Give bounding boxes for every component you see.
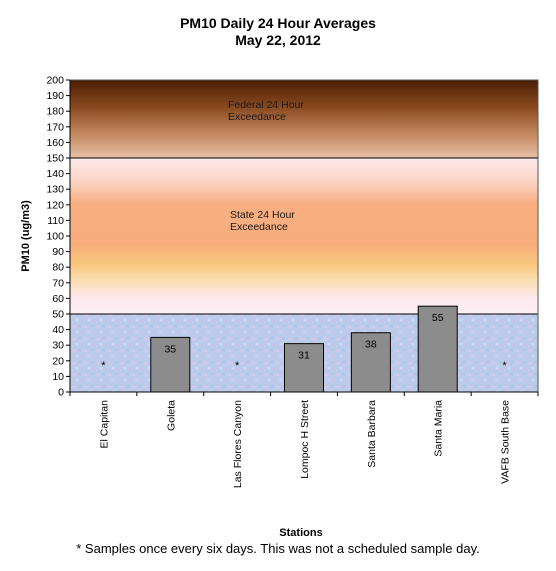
x-axis-title: Stations (279, 527, 322, 539)
no-sample-marker: * (101, 360, 106, 372)
bar-santa-barbara (350, 332, 391, 393)
bar-value-label: 31 (298, 350, 310, 362)
y-tick-label: 110 (47, 215, 64, 227)
y-tick-label: 180 (46, 106, 64, 118)
y-tick-label: 100 (46, 231, 64, 243)
y-tick-label: 140 (46, 168, 64, 180)
chart-title: PM10 Daily 24 Hour Averages (180, 15, 376, 31)
bar-lompoc-h-street (284, 343, 324, 393)
y-tick-label: 90 (52, 246, 64, 258)
bar-value-label: 35 (164, 343, 176, 355)
y-tick-label: 170 (46, 121, 64, 133)
y-tick-label: 130 (46, 184, 64, 196)
y-tick-label: 150 (46, 153, 64, 165)
y-tick-label: 80 (52, 262, 64, 274)
state-exceedance-label: State 24 Hour Exceedance (230, 209, 295, 233)
footnote: * Samples once every six days. This was … (76, 541, 480, 556)
y-axis-title: PM10 (ug/m3) (20, 200, 32, 272)
y-tick-label: 0 (58, 387, 64, 399)
y-tick-label: 190 (46, 90, 64, 102)
y-tick-label: 40 (52, 324, 64, 336)
y-tick-label: 60 (52, 293, 64, 305)
no-sample-marker: * (502, 360, 507, 372)
bar-goleta (150, 336, 191, 393)
y-tick-label: 70 (52, 277, 64, 289)
bar-value-label: 38 (365, 339, 377, 351)
y-tick-label: 20 (52, 355, 64, 367)
no-sample-marker: * (235, 360, 240, 372)
y-tick-label: 30 (52, 340, 64, 352)
x-tick-label: VAFB South Base (500, 400, 512, 484)
federal-exceedance-label: Federal 24 Hour Exceedance (228, 99, 304, 123)
x-tick-label: Las Flores Canyon (232, 400, 244, 488)
y-tick-label: 200 (46, 75, 64, 87)
x-tick-label: Santa Maria (433, 400, 445, 457)
state-exceedance-band (70, 158, 538, 314)
x-tick-label: Lompoc H Street (299, 400, 311, 479)
federal-exceedance-band (70, 80, 538, 158)
bar-santa-maria (417, 305, 458, 393)
x-tick-label: Goleta (165, 400, 177, 431)
y-tick-label: 50 (52, 309, 64, 321)
x-tick-label: Santa Barbara (366, 400, 378, 468)
x-tick-label: El Capitan (98, 400, 110, 449)
y-tick-label: 160 (46, 137, 64, 149)
bar-value-label: 55 (432, 312, 444, 324)
y-tick-label: 10 (52, 371, 64, 383)
chart-subtitle: May 22, 2012 (235, 32, 321, 48)
y-tick-label: 120 (46, 199, 64, 211)
